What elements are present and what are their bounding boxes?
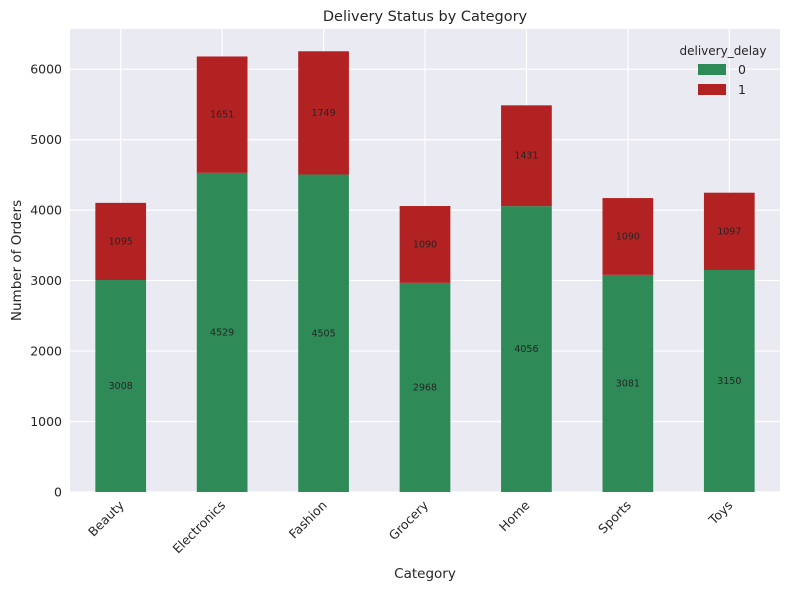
bar-value-label: 1090 [413, 239, 437, 250]
bar-value-label: 1090 [616, 231, 640, 242]
bar-value-label: 1095 [109, 236, 133, 247]
legend-swatch-0 [698, 64, 726, 75]
x-tick-label: Electronics [169, 498, 228, 557]
x-axis: Beauty Electronics Fashion Grocery Home Sport… [85, 497, 735, 556]
y-tick-label: 3000 [30, 273, 62, 288]
bar-segment-home-series-1 [501, 105, 552, 207]
bar-segment-fashion-series-1 [298, 51, 349, 175]
bar-value-label: 4529 [210, 327, 234, 338]
bar-value-label: 1749 [311, 108, 335, 119]
x-axis-label: Category [394, 566, 456, 582]
legend-label: 1 [738, 82, 746, 97]
bar-segment-beauty-series-0 [95, 280, 147, 492]
y-tick-label: 0 [54, 485, 62, 500]
bar-segment-sports-series-0 [602, 274, 654, 492]
bar-segment-sports-series-1 [602, 198, 654, 275]
y-tick-label: 5000 [30, 132, 62, 147]
bar-value-label: 3150 [717, 376, 741, 387]
bar-segment-toys-series-0 [703, 270, 755, 492]
legend-title: delivery_delay [680, 44, 767, 58]
bar-value-label: 1431 [514, 151, 538, 162]
legend-swatch-1 [698, 84, 726, 95]
bar-segment-grocery-series-0 [399, 282, 451, 492]
bar-value-label: 3008 [109, 381, 133, 392]
x-tick-label: Toys [705, 498, 735, 528]
y-axis-label: Number of Orders [9, 200, 25, 321]
y-tick-label: 1000 [30, 414, 62, 429]
bar-segment-fashion-series-0 [298, 174, 349, 492]
y-tick-label: 6000 [30, 62, 62, 77]
x-tick-label: Sports [595, 498, 634, 537]
legend: delivery_delay 0 1 [680, 44, 767, 97]
bar-segment-toys-series-1 [703, 192, 755, 271]
bar-value-label: 2968 [413, 382, 437, 393]
x-tick-label: Beauty [85, 497, 127, 539]
bar-value-label: 4505 [311, 328, 335, 339]
y-tick-label: 2000 [30, 344, 62, 359]
data-labels: 3008 1095 4529 1651 4505 1749 2968 1090 4056 1431… [109, 108, 742, 394]
bar-segment-beauty-series-1 [95, 202, 147, 281]
bars [95, 51, 755, 493]
bar-value-label: 1651 [210, 110, 234, 121]
bar-segment-grocery-series-1 [399, 206, 451, 283]
bar-value-label: 4056 [514, 344, 538, 355]
bar-segment-home-series-0 [501, 206, 552, 493]
x-tick-label: Grocery [386, 497, 432, 543]
chart-title: Delivery Status by Category [323, 9, 528, 25]
x-tick-label: Fashion [286, 498, 330, 542]
bar-value-label: 3081 [616, 378, 640, 389]
x-tick-label: Home [496, 497, 533, 534]
bar-segment-electronics-series-1 [196, 56, 248, 173]
bar-segment-electronics-series-0 [196, 172, 248, 493]
y-axis: 0 1000 2000 3000 4000 5000 6000 [30, 62, 62, 500]
bar-value-label: 1097 [717, 226, 741, 237]
y-tick-label: 4000 [30, 203, 62, 218]
legend-label: 0 [738, 62, 746, 77]
